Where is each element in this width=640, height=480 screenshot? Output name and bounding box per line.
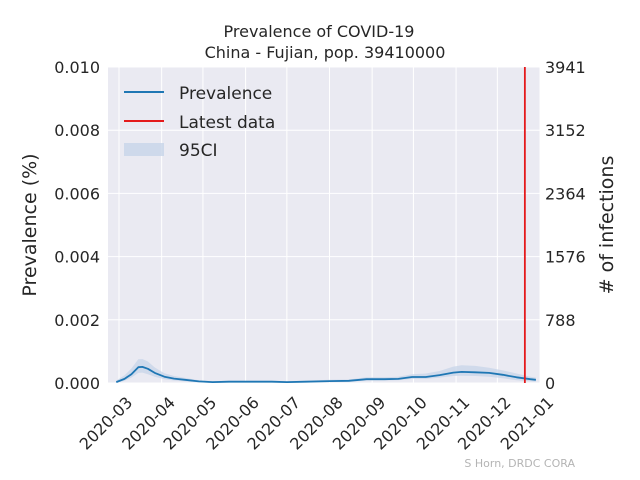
y-axis-right-label: # of infections [596,156,618,295]
y-right-tick-label: 0 [545,374,555,393]
legend-label-prevalence: Prevalence [179,84,272,104]
legend: Prevalence Latest data 95CI [124,84,275,161]
y-right-tick-label: 3152 [545,121,586,140]
prevalence-line [115,365,536,384]
legend-label-latest: Latest data [179,113,275,133]
y-right-tick-labels: 0 788 1576 2364 3152 3941 [545,58,586,393]
y-tick-labels: 0.000 0.002 0.004 0.006 0.008 0.010 [54,58,100,393]
y-tick-label: 0.002 [54,311,100,330]
y-axis-label: Prevalence (%) [19,153,41,296]
y-right-tick-label: 1576 [545,248,586,267]
chart-title-line1: Prevalence of COVID-19 [224,22,415,41]
plot-area [108,67,540,383]
y-tick-label: 0.006 [54,184,100,203]
y-tick-label: 0.000 [54,374,100,393]
x-tick-labels: 2020-032020-042020-052020-062020-072020-… [76,393,558,454]
legend-label-ci: 95CI [179,141,218,161]
credit-text: S Horn, DRDC CORA [464,457,575,470]
y-right-tick-label: 788 [545,311,576,330]
y-tick-label: 0.010 [54,58,100,77]
y-tick-label: 0.008 [54,121,100,140]
grid-lines [108,66,541,384]
legend-swatch-ci [124,143,164,156]
y-right-tick-label: 2364 [545,184,586,203]
y-tick-label: 0.004 [54,248,100,267]
series-line-layer [115,365,536,384]
y-right-tick-label: 3941 [545,58,586,77]
chart-title-line2: China - Fujian, pop. 39410000 [205,43,446,62]
